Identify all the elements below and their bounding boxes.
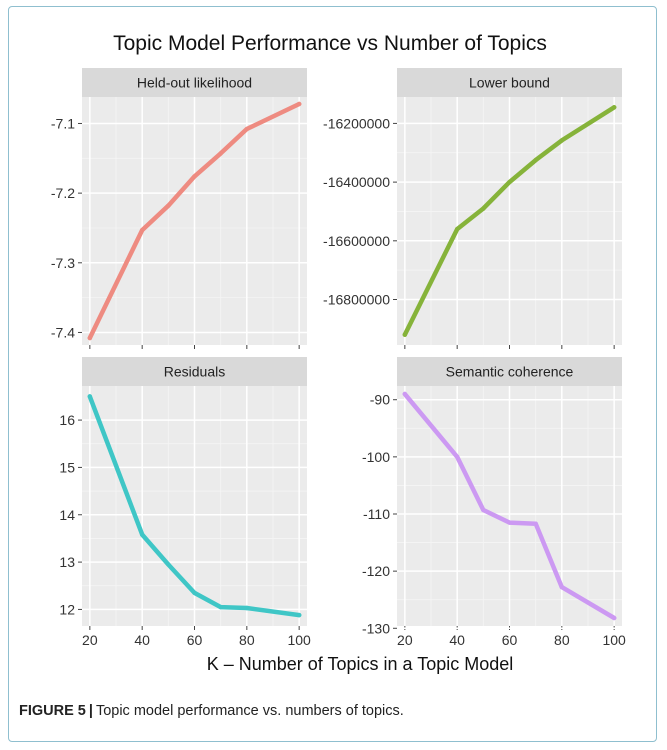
faceted-line-chart: Topic Model Performance vs Number of Top…	[51, 32, 626, 674]
y-tick-label: 16	[59, 412, 75, 428]
y-tick-label: -110	[363, 506, 390, 522]
caption-separator: |	[88, 703, 93, 719]
data-point	[166, 562, 171, 567]
data-point	[533, 157, 538, 163]
panel-strip-label: Semantic coherence	[446, 364, 574, 380]
panel-strip	[82, 357, 307, 386]
data-point	[139, 227, 145, 233]
chart-title: Topic Model Performance vs Number of Top…	[113, 32, 547, 55]
x-tick-label: 80	[554, 632, 570, 648]
panel-2: Lower bound -16800000 -16600000 -16400000 -1…	[323, 68, 622, 349]
data-point	[296, 101, 302, 107]
data-point	[611, 105, 617, 110]
x-tick-label: 20	[397, 632, 413, 648]
y-tick-label: -16400000	[323, 174, 390, 190]
y-tick-label: -7.1	[51, 115, 75, 131]
data-point	[192, 590, 197, 596]
panel-4: Semantic coherence 20 40 60 80 100 -130 -120 -11…	[362, 357, 626, 648]
x-tick-label: 40	[449, 632, 465, 648]
y-tick-label: 13	[59, 554, 75, 570]
data-point	[218, 151, 223, 156]
data-point	[559, 584, 565, 590]
x-tick-label: 40	[134, 632, 150, 648]
data-point	[559, 138, 565, 143]
x-tick-label: 60	[502, 632, 518, 648]
y-tick-label: -130	[362, 620, 390, 636]
x-tick-label: 100	[287, 632, 311, 648]
data-point	[454, 226, 460, 232]
caption-label: FIGURE 5	[19, 703, 86, 719]
panel-strip-label: Held-out likelihood	[137, 75, 252, 91]
x-tick-label: 20	[82, 632, 98, 648]
data-point	[533, 521, 538, 526]
data-point	[87, 335, 93, 341]
data-point	[402, 391, 408, 397]
data-point	[166, 203, 171, 208]
data-point	[402, 332, 408, 337]
panel-strip	[82, 68, 307, 97]
y-tick-label: 15	[59, 459, 75, 475]
data-point	[296, 612, 302, 618]
data-point	[507, 520, 512, 525]
figure-caption: FIGURE 5 | Topic model performance vs. num…	[19, 703, 639, 719]
data-point	[192, 174, 197, 179]
panel-1: Held-out likelihood -7.4 -7.3 -7.2 -7.1	[51, 68, 307, 349]
x-tick-label: 80	[239, 632, 255, 648]
x-tick-label: 60	[187, 632, 203, 648]
y-tick-label: -120	[362, 563, 390, 579]
data-point	[481, 206, 486, 211]
data-point	[139, 532, 145, 537]
data-point	[244, 605, 250, 611]
data-point	[244, 126, 250, 132]
data-point	[454, 454, 460, 460]
panels-layer: Held-out likelihood -7.4 -7.3 -7.2 -7.1 Lower…	[51, 68, 626, 648]
panel-strip	[397, 357, 622, 386]
y-tick-label: -100	[362, 449, 390, 465]
panel-strip	[397, 68, 622, 97]
data-point	[218, 604, 223, 610]
y-tick-label: 14	[59, 507, 75, 523]
panel-strip-label: Lower bound	[469, 75, 550, 91]
y-tick-label: -7.4	[51, 324, 75, 340]
y-tick-label: -16800000	[323, 292, 390, 308]
data-point	[611, 615, 617, 621]
y-tick-label: -90	[370, 392, 390, 408]
y-tick-label: -7.2	[51, 185, 75, 201]
y-tick-label: -16200000	[323, 115, 390, 131]
data-point	[481, 507, 486, 513]
y-tick-label: -7.3	[51, 255, 75, 271]
caption-text: Topic model performance vs. numbers of t…	[95, 703, 404, 719]
panel-3: Residuals 20 40 60 80 100 12 13 14 15 16	[59, 357, 311, 648]
y-tick-label: -16600000	[323, 233, 390, 249]
x-tick-label: 100	[602, 632, 626, 648]
data-point	[507, 179, 512, 185]
panel-strip-label: Residuals	[164, 364, 225, 380]
data-point	[87, 394, 93, 399]
x-axis-label: K – Number of Topics in a Topic Model	[207, 654, 514, 674]
y-tick-label: 12	[59, 601, 75, 617]
